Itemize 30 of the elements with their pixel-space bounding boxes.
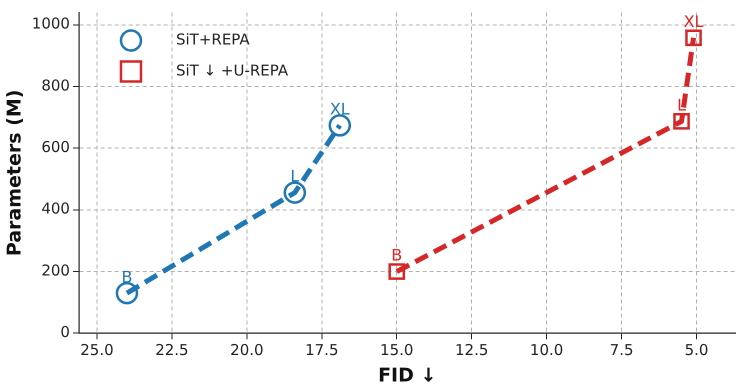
y-tick-label: 800 <box>41 76 70 94</box>
data-label: XL <box>330 100 350 119</box>
x-axis-title: FID ↓ <box>378 364 436 387</box>
point <box>685 29 702 46</box>
legend-label: SiT ↓ +U-REPA <box>176 61 289 80</box>
data-label: XL <box>684 12 704 31</box>
point <box>388 263 406 280</box>
data-label: B <box>391 246 402 265</box>
point <box>328 114 352 137</box>
point <box>116 282 138 304</box>
data-label: B <box>121 267 132 286</box>
x-tick-label: 12.5 <box>454 341 488 360</box>
x-tick-label: 10.0 <box>530 341 564 360</box>
point <box>284 181 306 204</box>
x-tick-label: 7.5 <box>610 341 634 360</box>
x-tick-label: 15.0 <box>380 341 414 360</box>
y-tick-label: 200 <box>41 261 70 280</box>
x-tick-label: 22.5 <box>155 341 189 360</box>
x-tick-label: 17.5 <box>305 341 338 360</box>
y-tick-label: 400 <box>41 200 70 218</box>
x-tick-label: 20.0 <box>230 341 264 360</box>
y-tick-label: 600 <box>41 138 70 156</box>
x-tick-label: 5.0 <box>684 341 708 360</box>
point <box>673 113 690 130</box>
x-tick-label: 25.0 <box>80 341 114 360</box>
y-tick-label: 0 <box>60 323 70 342</box>
legend-label: SiT+REPA <box>176 30 250 48</box>
y-tick-label: 1000 <box>32 14 70 33</box>
y-axis-title: Parameters (M) <box>3 90 26 256</box>
data-label: L <box>290 166 300 186</box>
